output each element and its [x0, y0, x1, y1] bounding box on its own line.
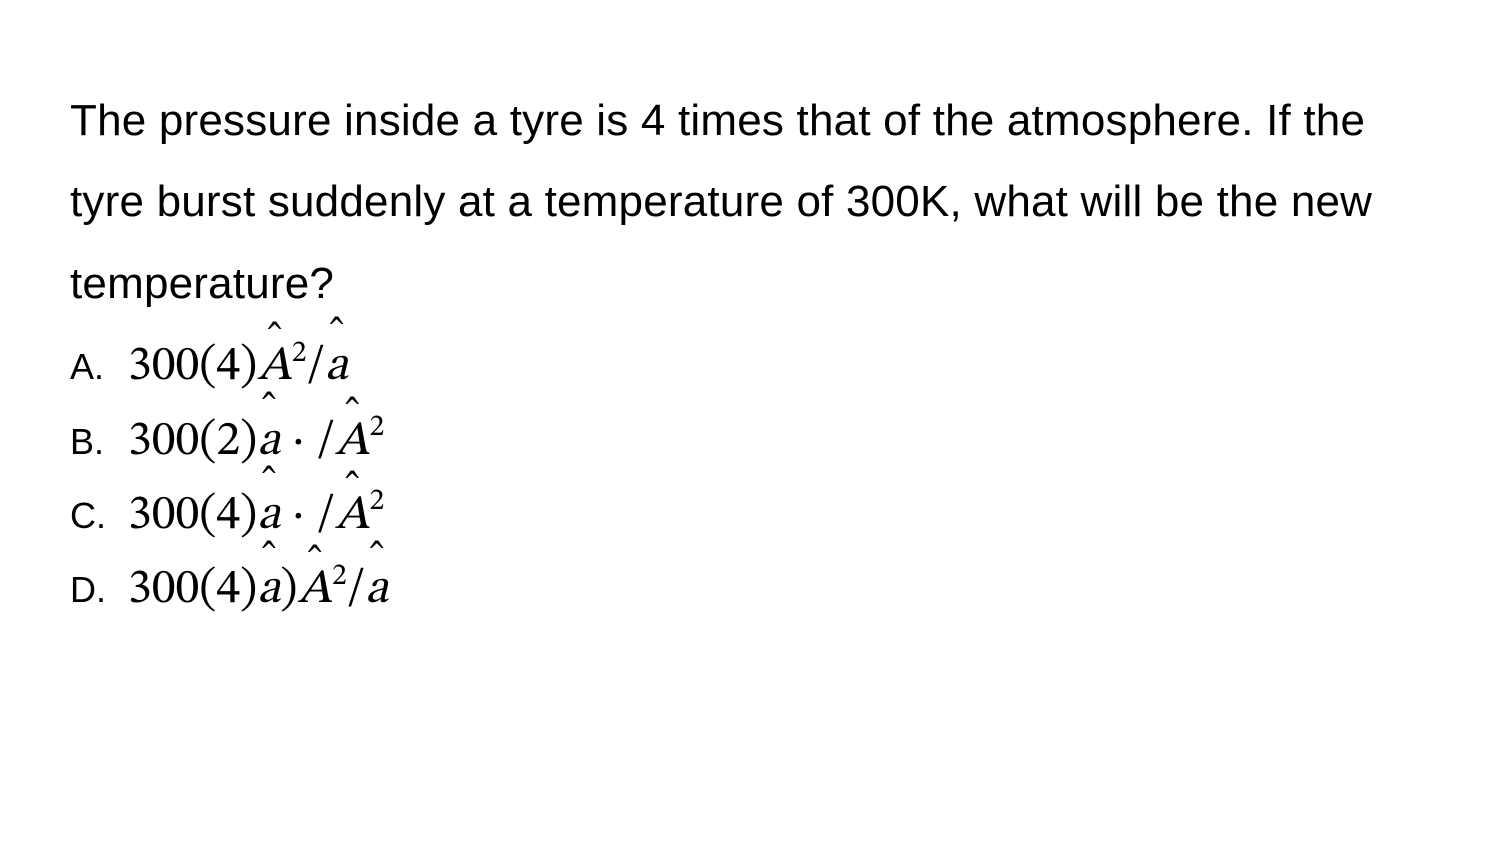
a-hat-cap-icon: A: [335, 479, 369, 553]
option-d-paren: ): [280, 566, 297, 614]
option-d-label: D.: [70, 562, 114, 618]
option-a-sup: 2: [292, 339, 307, 369]
option-a-part-0: 300(4): [128, 343, 257, 391]
option-c-label: C.: [70, 488, 114, 544]
option-d-expression: 300(4)a)A2/a: [128, 553, 388, 627]
option-a-expression: 300(4)A2/a: [128, 330, 348, 404]
option-b-sup: 2: [369, 413, 384, 443]
option-c-part-0: 300(4): [128, 492, 257, 540]
option-b-label: B.: [70, 414, 114, 470]
page: The pressure inside a tyre is 4 times th…: [0, 0, 1500, 628]
options-list: A. 300(4)A2/a B. 300(2)a · /A2 C. 300(4)…: [70, 330, 1430, 628]
option-d-slash: /: [347, 566, 366, 614]
option-b-slash: /: [316, 418, 335, 466]
option-b-dot: ·: [280, 418, 316, 466]
a-hat-cap-icon: A: [298, 553, 332, 627]
option-a-label: A.: [70, 339, 114, 395]
option-d-sup: 2: [332, 562, 347, 592]
question-text: The pressure inside a tyre is 4 times th…: [70, 80, 1430, 324]
option-b-part-0: 300(2): [128, 418, 257, 466]
a-hat-icon: a: [257, 553, 280, 627]
option-c-sup: 2: [369, 487, 384, 517]
option-a-slash: /: [307, 343, 326, 391]
option-d: D. 300(4)a)A2/a: [70, 553, 1430, 627]
option-d-part-0: 300(4): [128, 566, 257, 614]
a-hat-icon: a: [365, 553, 388, 627]
option-c-expression: 300(4)a · /A2: [128, 479, 384, 553]
